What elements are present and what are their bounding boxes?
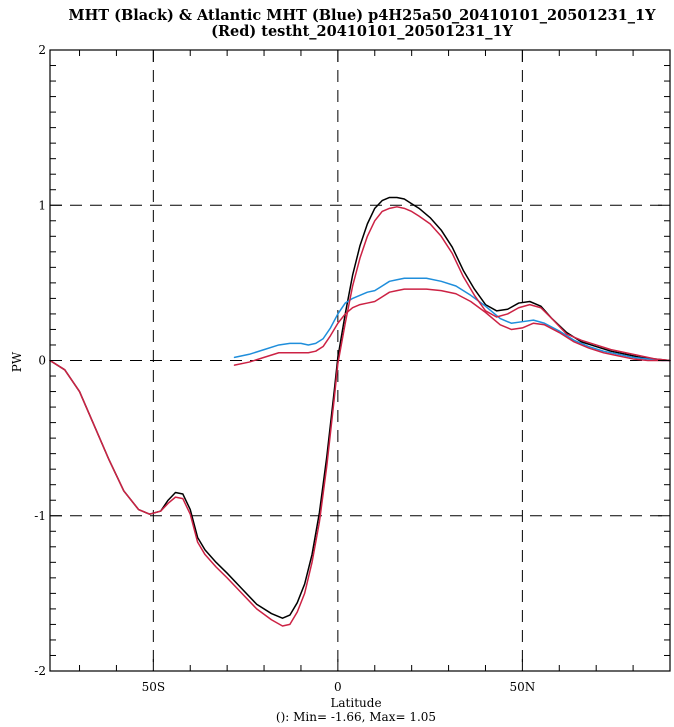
y-tick-label-2: 0	[38, 354, 46, 368]
series-lines	[49, 196, 671, 627]
chart-subtitle: (Red) testht_20410101_20501231_1Y	[211, 23, 513, 40]
chart-footnote: (): Min= -1.66, Max= 1.05	[276, 710, 436, 724]
x-tick-label-1: 0	[334, 680, 342, 694]
series-line-3	[233, 288, 671, 366]
x-tick-label-2: 50N	[509, 680, 535, 694]
tick-labels: 50S 0 50N -2 -1 0 1 2	[34, 43, 535, 694]
y-tick-label-4: 2	[38, 43, 46, 57]
x-axis-label: Latitude	[330, 696, 381, 710]
y-tick-label-1: -1	[34, 509, 46, 523]
y-tick-label-3: 1	[38, 198, 46, 212]
plot-frame	[49, 49, 671, 672]
x-tick-label-0: 50S	[142, 680, 166, 694]
chart-title: MHT (Black) & Atlantic MHT (Blue) p4H25a…	[69, 7, 657, 24]
y-axis-label: PW	[10, 351, 24, 372]
series-line-1	[233, 277, 671, 362]
grid-lines	[50, 50, 670, 671]
series-line-2	[49, 206, 671, 627]
series-line-0	[49, 196, 671, 619]
y-tick-label-0: -2	[34, 664, 46, 678]
